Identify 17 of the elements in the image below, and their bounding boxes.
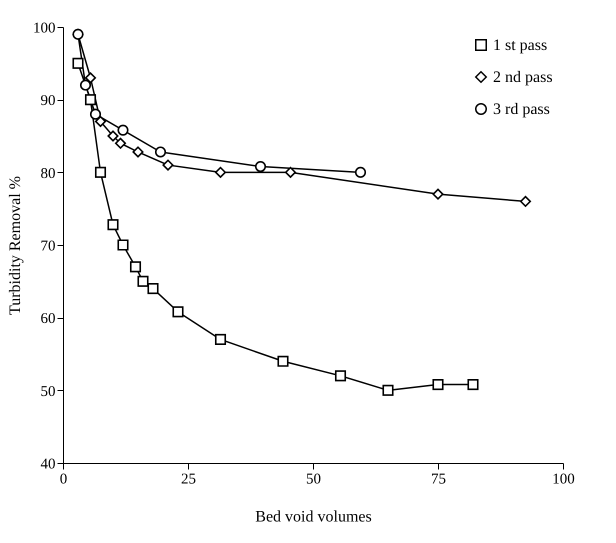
x-tick-label: 0 [60,472,68,488]
y-axis-title: Turbidity Removal % [7,176,24,315]
y-tick-label: 100 [33,20,56,36]
legend-label: 3 rd pass [493,101,550,118]
y-tick-label: 70 [40,238,56,254]
y-tick-label: 50 [40,384,56,400]
y-tick-label: 90 [40,93,56,110]
legend-label: 1 st pass [493,37,548,54]
x-axis-title: Bed void volumes [255,508,372,526]
y-tick-label: 60 [40,311,56,328]
x-tick-label: 75 [431,472,446,488]
x-tick-label: 100 [552,472,575,488]
legend-label: 2 nd pass [493,69,553,86]
y-tick-label: 40 [40,456,56,472]
x-tick-label: 50 [306,472,321,488]
y-tick-label: 80 [40,166,56,182]
x-tick-label: 25 [181,472,196,488]
